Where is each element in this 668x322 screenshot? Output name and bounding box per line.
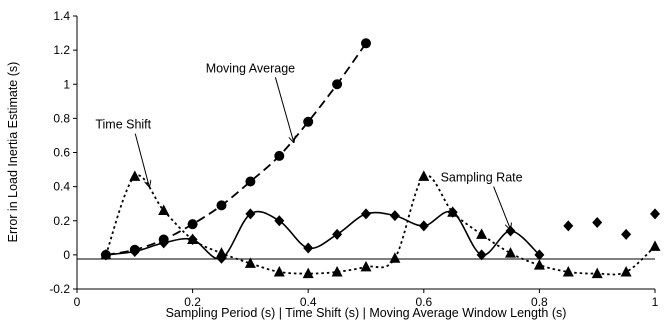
y-tick-label: 1 <box>63 77 70 91</box>
data-point-time-shift <box>649 240 661 251</box>
data-point-sampling-rate <box>245 208 256 220</box>
data-point-sampling-rate <box>447 206 458 218</box>
data-point-sampling-rate <box>303 242 314 254</box>
annotation-label-sampling-rate: Sampling Rate <box>441 171 523 185</box>
data-point-sampling-rate <box>100 249 111 261</box>
data-point-time-shift <box>389 252 401 263</box>
data-point-sampling-rate <box>216 252 227 264</box>
y-axis-label: Error in Load Inertia Estimate (s) <box>6 62 20 243</box>
data-point-time-shift <box>505 247 516 258</box>
data-point-time-shift <box>562 265 574 277</box>
series-sampling-rate <box>100 206 660 264</box>
data-point-time-shift <box>273 265 285 277</box>
y-tick-label: 1.4 <box>53 9 70 23</box>
data-point-time-shift <box>533 259 545 270</box>
data-point-moving-average <box>303 116 314 127</box>
series-time-shift <box>100 170 661 279</box>
y-tick-label: 0.2 <box>53 214 70 228</box>
y-tick-label: 0.6 <box>53 146 70 160</box>
data-point-time-shift <box>331 265 343 277</box>
data-point-sampling-rate <box>361 208 371 220</box>
annotation-label-moving-average: Moving Average <box>206 61 295 75</box>
data-point-sampling-rate <box>476 249 487 261</box>
x-tick-label: 0.4 <box>300 295 317 309</box>
data-point-sampling-rate <box>592 216 603 228</box>
data-point-time-shift <box>158 204 170 216</box>
annotation-label-time-shift: Time Shift <box>95 118 151 132</box>
x-tick-label: 0.8 <box>531 295 548 309</box>
data-point-time-shift <box>591 267 603 279</box>
data-point-sampling-rate <box>534 249 545 261</box>
x-tick-label: 0.2 <box>184 295 201 309</box>
data-point-moving-average <box>187 219 198 230</box>
data-point-sampling-rate <box>621 228 632 240</box>
data-point-moving-average <box>332 79 343 90</box>
data-point-moving-average <box>361 38 371 49</box>
data-point-sampling-rate <box>389 210 400 222</box>
data-point-time-shift <box>244 257 256 268</box>
data-point-sampling-rate <box>332 228 343 240</box>
annotation-arrow-time-shift <box>134 133 149 187</box>
x-axis-label: Sampling Period (s) | Time Shift (s) | M… <box>166 306 567 320</box>
data-point-sampling-rate <box>563 220 574 232</box>
x-tick-label: 0 <box>74 295 81 309</box>
x-tick-labels: 0 0.2 0.4 0.6 0.8 1 <box>74 289 659 309</box>
data-point-time-shift <box>620 265 632 277</box>
data-point-moving-average <box>216 200 227 211</box>
data-point-time-shift <box>418 170 430 181</box>
series-line-moving-average <box>105 42 367 256</box>
series-layer <box>100 38 661 279</box>
data-point-sampling-rate <box>187 234 198 246</box>
data-point-sampling-rate <box>274 215 285 227</box>
annotation-arrow-moving-average <box>274 77 293 142</box>
data-point-sampling-rate <box>650 208 660 220</box>
data-point-sampling-rate <box>129 245 140 257</box>
data-point-moving-average <box>274 150 285 161</box>
y-tick-label: 0 <box>63 248 70 262</box>
x-tick-label: 0.6 <box>415 295 432 309</box>
y-tick-labels: -0.2 0 0.2 0.4 0.6 0.8 1 1.2 1.4 <box>49 9 77 296</box>
data-point-sampling-rate <box>505 225 516 237</box>
x-tick-label: 1 <box>652 295 659 309</box>
y-tick-label: -0.2 <box>49 282 70 296</box>
data-point-sampling-rate <box>418 220 429 232</box>
annotation-arrow-sampling-rate <box>493 186 511 230</box>
data-point-moving-average <box>245 176 256 187</box>
series-moving-average <box>100 38 371 260</box>
y-tick-label: 1.2 <box>53 43 70 57</box>
annotation-layer: Moving Average Time Shift Sampling Rate <box>95 61 523 230</box>
data-point-time-shift <box>476 228 488 239</box>
data-point-sampling-rate <box>158 237 169 249</box>
data-point-time-shift <box>129 170 141 181</box>
y-tick-label: 0.8 <box>53 111 70 125</box>
y-tick-label: 0.4 <box>53 180 70 194</box>
data-point-time-shift <box>360 260 372 272</box>
data-point-time-shift <box>302 267 314 279</box>
series-line-sampling-rate <box>105 210 540 260</box>
